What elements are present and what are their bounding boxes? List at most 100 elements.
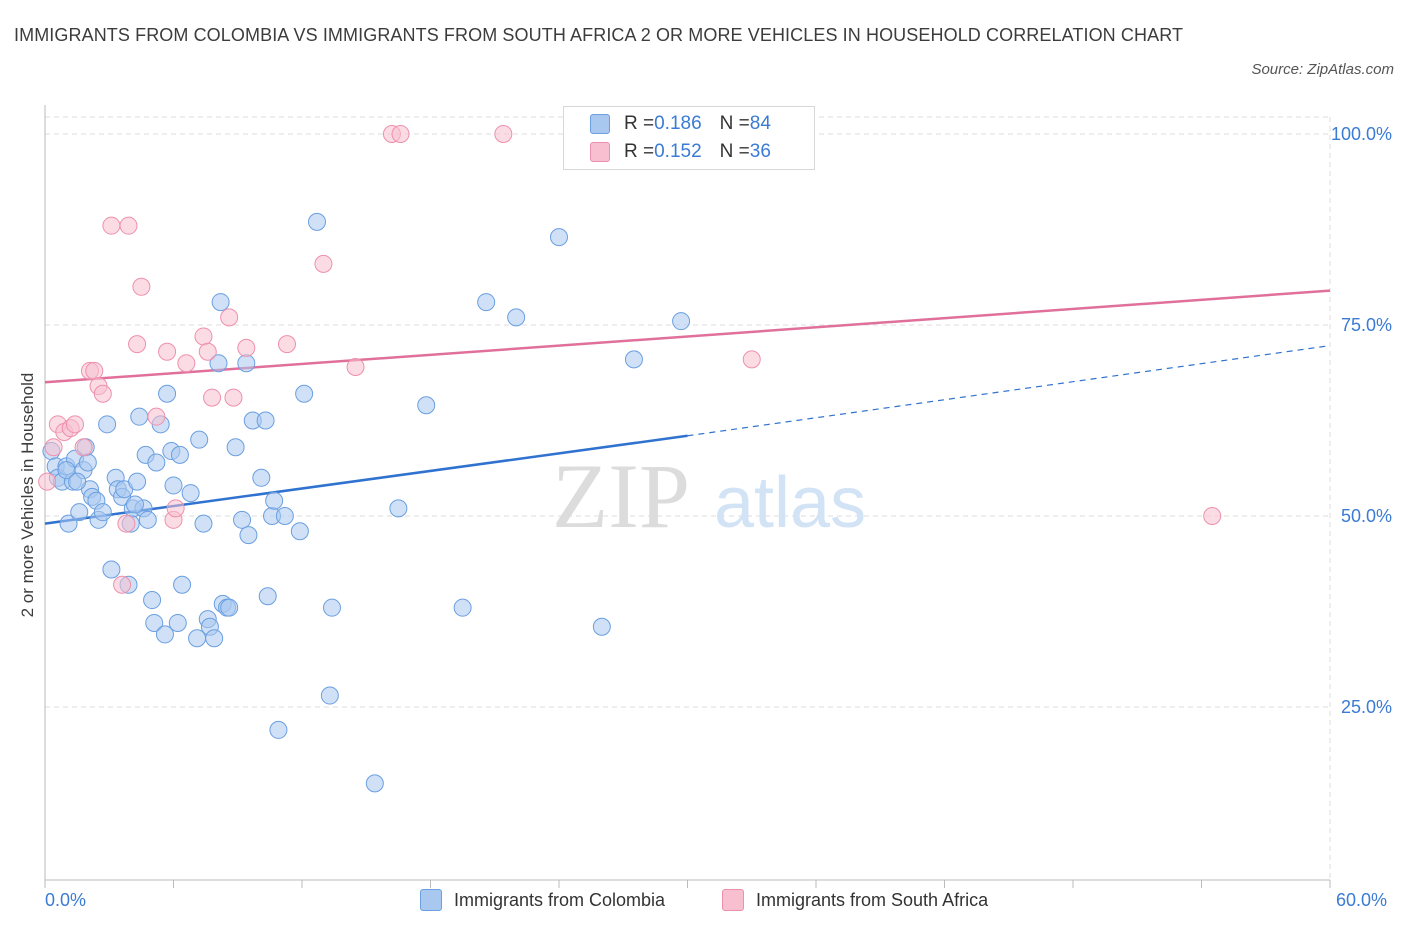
data-point-colombia xyxy=(102,560,121,579)
data-point-south-africa xyxy=(38,472,57,491)
data-point-colombia xyxy=(130,407,149,426)
data-point-south-africa xyxy=(220,308,239,327)
data-point-south-africa xyxy=(1203,507,1222,525)
data-point-south-africa xyxy=(102,216,121,235)
n-label: N = xyxy=(719,141,750,162)
data-point-colombia xyxy=(365,774,384,793)
data-point-colombia xyxy=(322,598,341,617)
data-point-colombia xyxy=(269,720,288,739)
r-value: 0.186 xyxy=(654,113,702,134)
data-point-colombia xyxy=(145,613,164,632)
data-point-colombia xyxy=(237,354,256,373)
data-point-colombia xyxy=(453,598,472,617)
data-point-colombia xyxy=(320,686,339,705)
data-point-colombia xyxy=(59,514,78,533)
source-label: Source: ZipAtlas.com xyxy=(1251,61,1394,78)
data-point-colombia xyxy=(592,617,611,636)
y-tick-label: 75.0% xyxy=(1341,315,1392,335)
data-point-colombia xyxy=(181,484,200,503)
n-label: N = xyxy=(719,113,750,134)
data-point-colombia xyxy=(147,453,166,472)
data-point-colombia xyxy=(211,293,230,312)
chart-title: IMMIGRANTS FROM COLOMBIA VS IMMIGRANTS F… xyxy=(14,25,1184,45)
data-point-colombia xyxy=(194,514,213,533)
data-point-colombia xyxy=(226,438,245,457)
data-point-south-africa xyxy=(85,361,104,380)
data-point-south-africa xyxy=(44,438,63,457)
colombia-swatch xyxy=(420,889,442,911)
data-point-colombia xyxy=(128,472,147,491)
data-point-colombia xyxy=(275,507,294,525)
r-value: 0.152 xyxy=(654,141,702,162)
data-point-south-africa xyxy=(742,350,761,369)
data-point-south-africa xyxy=(224,388,243,407)
legend-row-south-africa: R = 0.152 N = 36 xyxy=(590,141,771,163)
n-value: 36 xyxy=(749,141,771,162)
r-label: R = xyxy=(624,113,655,134)
data-point-colombia xyxy=(239,526,258,545)
data-point-south-africa xyxy=(128,335,147,354)
n-value: 84 xyxy=(749,113,771,134)
data-point-colombia xyxy=(290,522,309,541)
data-point-colombia xyxy=(258,587,277,606)
data-point-colombia xyxy=(477,293,496,312)
data-point-colombia xyxy=(256,411,275,430)
data-point-colombia xyxy=(68,472,87,491)
data-point-colombia xyxy=(209,354,228,373)
data-point-colombia xyxy=(173,575,192,594)
y-tick-labels: 25.0% 50.0% 75.0% 100.0% xyxy=(1331,124,1392,717)
data-point-south-africa xyxy=(391,125,410,143)
legend-item-colombia[interactable]: Immigrants from Colombia xyxy=(420,889,665,911)
x-tick-label-min: 0.0% xyxy=(45,890,87,910)
trend-line-south-africa xyxy=(44,289,1331,384)
r-label: R = xyxy=(624,141,655,162)
watermark-zip: ZIP xyxy=(552,445,690,547)
data-point-colombia xyxy=(624,350,643,369)
legend-label-colombia: Immigrants from Colombia xyxy=(454,889,666,910)
data-point-south-africa xyxy=(147,407,166,426)
colombia-swatch xyxy=(590,114,610,134)
data-point-colombia xyxy=(233,510,252,529)
data-point-colombia xyxy=(125,495,144,514)
data-point-south-africa xyxy=(158,342,177,361)
y-tick-label: 100.0% xyxy=(1331,124,1392,144)
y-tick-label: 25.0% xyxy=(1341,697,1392,717)
data-point-colombia xyxy=(190,430,209,449)
data-point-colombia xyxy=(550,228,568,247)
y-tick-label: 50.0% xyxy=(1341,506,1392,526)
legend-row-colombia: R = 0.186 N = 84 xyxy=(590,113,771,135)
series-legend: Immigrants from Colombia Immigrants from… xyxy=(0,889,1406,915)
data-point-colombia xyxy=(417,396,436,415)
data-point-south-africa xyxy=(74,438,93,457)
data-point-colombia xyxy=(138,510,157,529)
data-point-south-africa xyxy=(346,358,365,377)
data-point-colombia xyxy=(158,384,177,403)
data-point-colombia xyxy=(57,461,76,480)
data-point-colombia xyxy=(78,453,97,472)
south-africa-swatch xyxy=(722,889,744,911)
data-point-colombia xyxy=(70,503,89,522)
data-point-colombia xyxy=(220,598,239,617)
south-africa-swatch xyxy=(590,142,610,162)
legend-label-south-africa: Immigrants from South Africa xyxy=(756,889,989,910)
data-point-colombia xyxy=(205,629,224,648)
data-point-south-africa xyxy=(237,338,256,357)
data-point-south-africa xyxy=(166,499,185,518)
data-point-colombia xyxy=(507,308,526,327)
data-point-colombia xyxy=(170,445,189,464)
legend-item-south-africa[interactable]: Immigrants from South Africa xyxy=(722,889,988,911)
watermark-atlas: atlas xyxy=(714,463,866,543)
data-point-south-africa xyxy=(314,254,333,273)
data-points xyxy=(38,125,1222,793)
data-point-south-africa xyxy=(494,125,513,143)
data-point-colombia xyxy=(98,415,117,434)
data-point-colombia xyxy=(307,212,326,231)
data-point-colombia xyxy=(164,476,183,495)
data-point-colombia xyxy=(295,384,314,403)
trend-line-colombia-extension xyxy=(687,345,1331,437)
data-point-colombia xyxy=(389,499,408,518)
x-tick-label-max: 60.0% xyxy=(1336,890,1388,910)
data-point-colombia xyxy=(252,468,271,487)
data-point-colombia xyxy=(143,591,162,610)
data-point-colombia xyxy=(155,625,174,644)
